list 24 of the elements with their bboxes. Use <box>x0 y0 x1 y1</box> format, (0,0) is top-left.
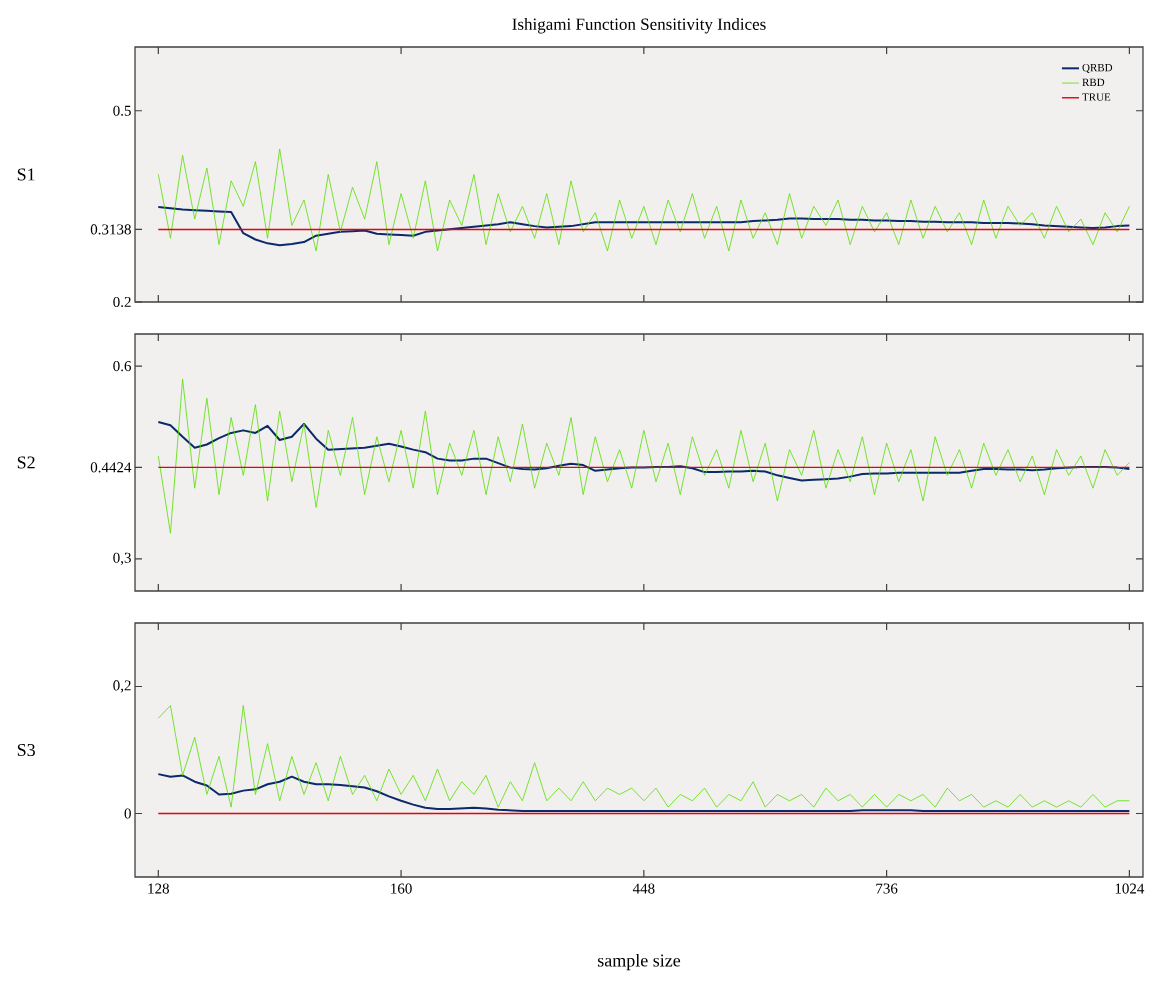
x-tick-label: 1024 <box>1115 883 1145 894</box>
x-tick-label: 160 <box>391 883 412 894</box>
y-tick-label: 0 <box>124 808 131 819</box>
y-tick-label: 0.5 <box>113 105 131 116</box>
legend-label: RBD <box>1082 78 1105 86</box>
x-axis-title: sample size <box>598 953 681 971</box>
y-tick-label: 0,3 <box>113 552 131 565</box>
legend-label: QRBD <box>1082 63 1113 73</box>
line-series <box>157 148 1130 252</box>
y-tick-label: 0,2 <box>113 680 131 693</box>
x-tick-label: 128 <box>148 883 169 894</box>
y-axis-title: S3 <box>17 743 35 757</box>
y-axis-title: S2 <box>17 456 35 469</box>
y-tick-label: 0.2 <box>113 296 131 308</box>
line-series <box>157 378 1130 534</box>
legend-label: TRUE <box>1082 93 1111 101</box>
line-series <box>157 705 1130 808</box>
x-tick-label: 736 <box>876 883 898 894</box>
chart-title: Ishigami Function Sensitivity Indices <box>512 17 766 34</box>
y-tick-label: 0.4424 <box>90 462 132 473</box>
x-tick-label: 448 <box>632 883 655 894</box>
y-tick-label: 0.6 <box>113 361 132 372</box>
y-axis-title: S1 <box>17 168 35 181</box>
y-tick-label: 0.3138 <box>90 224 131 235</box>
